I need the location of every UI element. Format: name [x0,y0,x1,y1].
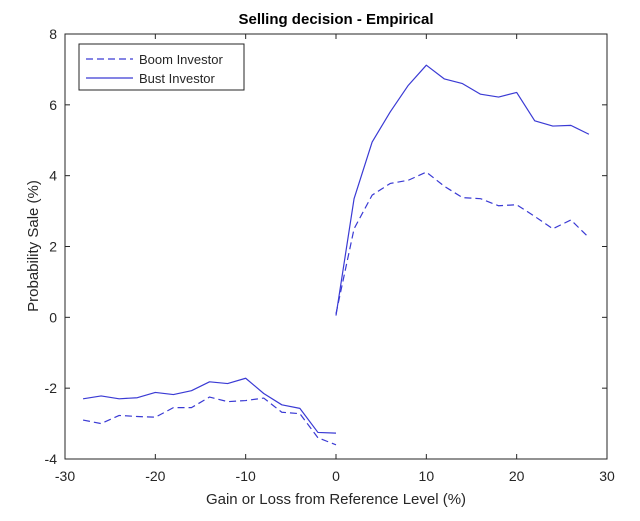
series-line-bust-investor-loss [82,377,337,434]
x-tick-label: 0 [332,468,340,484]
x-tick-label: -10 [236,468,256,484]
y-axis-label: Probability Sale (%) [25,180,42,312]
series-line-boom-investor-gain [335,171,590,314]
y-tick-label: 2 [49,239,57,255]
x-axis-label: Gain or Loss from Reference Level (%) [206,491,466,508]
series-line-boom-investor-loss [82,396,337,446]
legend-label-bust-investor: Bust Investor [139,71,216,86]
y-tick-label: 8 [49,26,57,42]
x-tick-label: -30 [55,468,75,484]
x-tick-label: 20 [509,468,525,484]
chart-title: Selling decision - Empirical [238,11,433,28]
y-tick-label: -4 [45,451,58,467]
series-line-bust-investor-gain [335,64,590,316]
y-tick-label: -2 [45,380,58,396]
y-tick-label: 0 [49,309,57,325]
plot-area [64,33,608,460]
legend-label-boom-investor: Boom Investor [139,52,223,67]
x-tick-label: 30 [599,468,615,484]
legend-box [78,43,245,91]
x-tick-labels: -30 -20 -10 0 10 20 30 [55,468,615,484]
legend: Boom Investor Bust Investor [78,43,245,91]
x-tick-label: -20 [145,468,165,484]
x-tick-label: 10 [419,468,435,484]
y-tick-label: 6 [49,97,57,113]
y-tick-label: 4 [49,168,57,184]
y-tick-labels: -4 -2 0 2 4 6 8 [45,26,58,467]
tick-marks [64,33,608,460]
series-lines [82,64,590,446]
